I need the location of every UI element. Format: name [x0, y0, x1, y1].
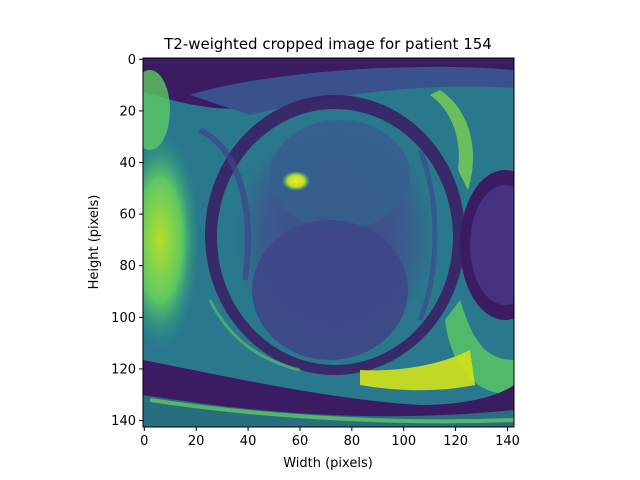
y-tick-label: 120: [111, 362, 136, 377]
y-tick-label: 140: [111, 414, 136, 429]
y-tick-label: 40: [119, 156, 136, 171]
x-tick-label: 0: [140, 434, 148, 449]
x-tick-label: 40: [240, 434, 257, 449]
y-tick-label: 100: [111, 311, 136, 326]
x-tick-label: 80: [344, 434, 361, 449]
x-axis: 0 20 40 60 80 100 120 140: [140, 427, 520, 449]
y-axis-label: Height (pixels): [87, 195, 102, 290]
axes-frame: [142, 57, 515, 428]
x-tick-label: 140: [495, 434, 520, 449]
chart-title: T2-weighted cropped image for patient 15…: [163, 35, 492, 53]
y-tick-label: 20: [119, 104, 136, 119]
x-tick-label: 100: [391, 434, 416, 449]
x-tick-label: 120: [443, 434, 468, 449]
y-axis: 0 20 40 60 80 100 120 140: [111, 53, 143, 429]
y-tick-label: 60: [119, 208, 136, 223]
x-axis-label: Width (pixels): [283, 456, 373, 471]
x-tick-label: 20: [188, 434, 205, 449]
x-tick-label: 60: [292, 434, 309, 449]
y-tick-label: 80: [119, 259, 136, 274]
y-tick-label: 0: [128, 53, 136, 68]
mri-image: [143, 58, 514, 427]
